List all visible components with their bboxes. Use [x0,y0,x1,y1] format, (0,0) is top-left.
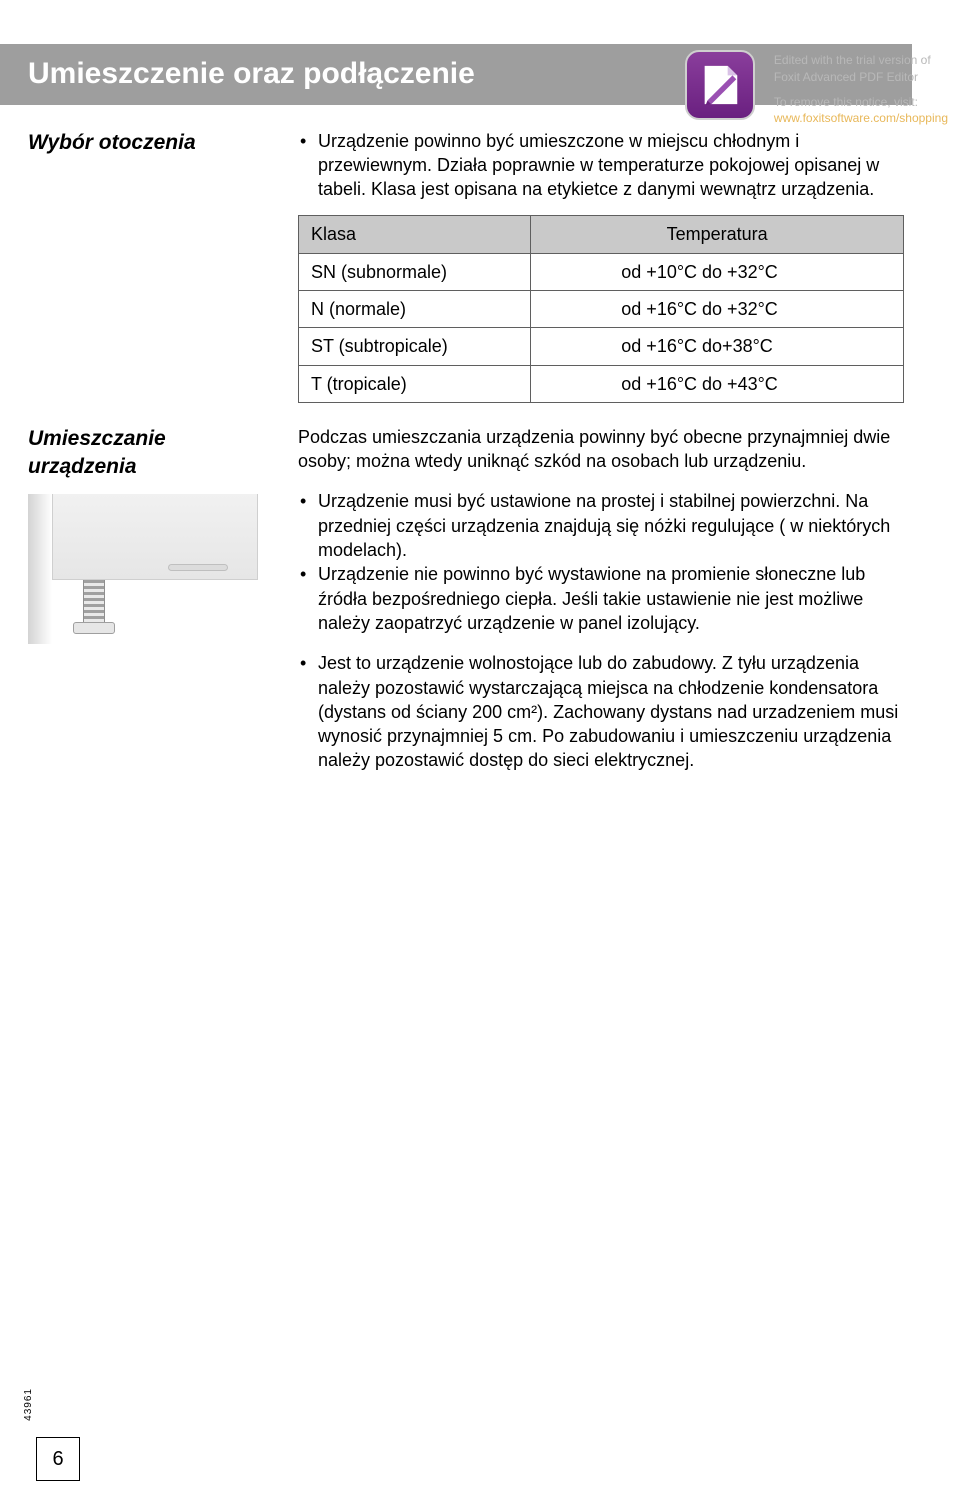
appliance-foot-illustration [28,494,258,644]
table-row: N (normale) od +16°C do +32°C [299,290,904,327]
s2-bullet-1: Urządzenie musi być ustawione na prostej… [298,489,904,562]
table-row: ST (subtropicale) od +16°C do+38°C [299,328,904,365]
table-header-klasa: Klasa [299,216,531,253]
table-header-temperatura: Temperatura [531,216,904,253]
trial-watermark: Edited with the trial version of Foxit A… [774,52,948,127]
klasa-temperature-table: Klasa Temperatura SN (subnormale) od +10… [298,215,904,402]
watermark-line2: Foxit Advanced PDF Editor [774,69,948,86]
watermark-link[interactable]: www.foxitsoftware.com/shopping [774,110,948,127]
watermark-line3: To remove this notice, visit: [774,94,948,111]
watermark-line1: Edited with the trial version of [774,52,948,69]
page-number: 6 [36,1437,80,1481]
s2-intro-para: Podczas umieszczania urządzenia powinny … [298,425,904,474]
foxit-pdf-icon [685,50,755,120]
side-document-code: 43961 [22,1388,36,1421]
section-title: Umieszczenie oraz podłączenie [28,57,475,90]
subheading-umieszczanie: Umieszczanie urządzenia [28,425,280,482]
table-row: T (tropicale) od +16°C do +43°C [299,365,904,402]
subheading-wybor: Wybór otoczenia [28,129,280,157]
s1-bullet-1: Urządzenie powinno być umieszczone w mie… [298,129,904,202]
table-row: SN (subnormale) od +10°C do +32°C [299,253,904,290]
s2-bullet-3: Jest to urządzenie wolnostojące lub do z… [298,651,904,772]
s2-bullet-2: Urządzenie nie powinno być wystawione na… [298,562,904,635]
